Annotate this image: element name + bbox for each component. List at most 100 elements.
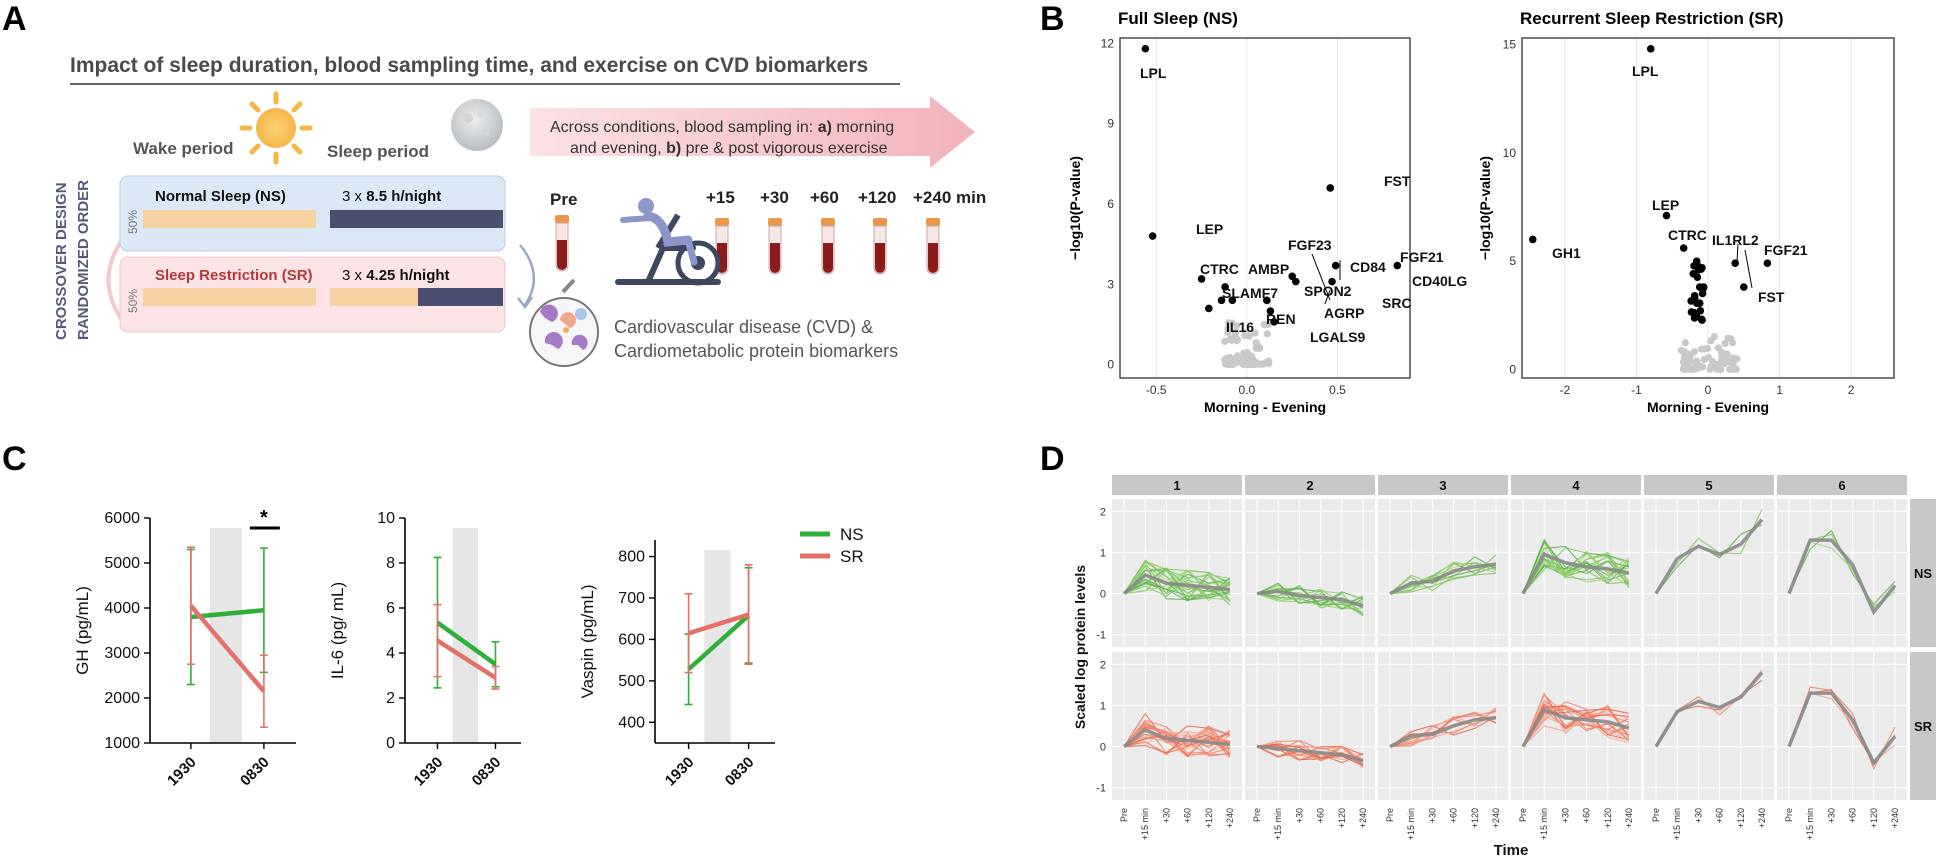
- y-axis-label: GH (pg/mL): [73, 586, 92, 675]
- protein-trace: [1522, 547, 1630, 594]
- x-tick-label: Pre: [1518, 808, 1528, 822]
- blood-tube-icon: [768, 218, 782, 275]
- y-axis-label: Scaled log protein levels: [1072, 565, 1088, 729]
- plot-title: Full Sleep (NS): [1118, 9, 1238, 28]
- panel-label-a: A: [2, 0, 27, 38]
- x-tick-label: 0830: [469, 754, 505, 790]
- x-tick-label: 1930: [411, 754, 447, 790]
- x-tick-label: +15 min: [1805, 808, 1815, 840]
- cluster-mean-line: [1256, 589, 1364, 608]
- protein-trace: [1123, 735, 1231, 757]
- x-tick-label: +60: [1582, 808, 1592, 823]
- y-tick-label: 1: [1100, 700, 1106, 712]
- x-tick-label: +240: [1890, 808, 1900, 828]
- x-tick-label: +60: [1715, 808, 1725, 823]
- sig-point: [1263, 296, 1271, 305]
- point-label: SLAMF7: [1222, 285, 1278, 301]
- sleep-period-label: Sleep period: [327, 142, 429, 161]
- plot-frame: [1521, 37, 1895, 379]
- cluster-mean-line: [1787, 691, 1897, 767]
- point-label: FST: [1758, 289, 1785, 305]
- sig-point: [1197, 275, 1206, 283]
- point-label: IL1RL2: [1712, 232, 1759, 248]
- sig-point: [1679, 244, 1688, 252]
- y-tick-label: 4: [386, 645, 395, 662]
- point-label: FGF23: [1288, 237, 1332, 253]
- facet-strip-label: 5: [1705, 478, 1712, 493]
- x-tick-label: 0.5: [1329, 383, 1346, 397]
- point-label: CD40LG: [1412, 273, 1467, 289]
- point-label: REN: [1266, 311, 1296, 327]
- cluster-mean-line: [1122, 728, 1231, 748]
- protein-trace: [1522, 693, 1630, 747]
- protein-trace: [1522, 708, 1630, 747]
- nonsig-point: [1221, 337, 1229, 346]
- facet-strip: [1112, 475, 1242, 495]
- legend-c: NS SR: [800, 525, 864, 566]
- timepoint-label: +120: [858, 188, 896, 207]
- blood-tubes: [555, 215, 940, 275]
- x-tick-label: 0830: [722, 754, 758, 790]
- y-tick-label: 700: [618, 590, 645, 607]
- y-tick-label: 9: [1107, 117, 1114, 131]
- facet-strip-label: 3: [1439, 478, 1446, 493]
- cvd-text-2: Cardiometabolic protein biomarkers: [614, 341, 898, 361]
- sr-label: Sleep Restriction (SR): [155, 267, 313, 284]
- nonsig-point: [1245, 332, 1253, 340]
- sig-point: [1763, 259, 1772, 268]
- point-label: CTRC: [1200, 261, 1239, 277]
- sig-point: [1148, 232, 1157, 240]
- sig-point: [1228, 296, 1237, 305]
- x-tick-label: 1930: [164, 754, 200, 790]
- nonsig-point: [1681, 339, 1690, 347]
- x-tick-label: +60: [1449, 808, 1459, 823]
- cluster-mean-line: [1654, 671, 1764, 748]
- nonsig-point: [1700, 355, 1708, 364]
- x-tick-label: Pre: [1119, 808, 1129, 822]
- x-tick-label: Pre: [1651, 808, 1661, 822]
- x-tick-label: -2: [1560, 383, 1571, 397]
- y-tick-label: 0: [1509, 362, 1516, 376]
- protein-trace: [1788, 686, 1896, 771]
- nonsig-point: [1233, 322, 1241, 330]
- crossover-arrow-left: [106, 238, 124, 322]
- exercise-bike-icon: [615, 198, 721, 286]
- cluster-mean-line: [1122, 573, 1231, 595]
- protein-trace: [1123, 726, 1231, 754]
- protein-trace: [1655, 509, 1763, 594]
- nonsig-point: [1231, 332, 1239, 340]
- protein-trace: [1389, 711, 1497, 748]
- ns-hours: 3 x 8.5 h/night: [342, 188, 441, 205]
- sig-point: [1662, 211, 1671, 220]
- sig-point: [1528, 235, 1537, 244]
- nonsig-point: [1690, 348, 1699, 356]
- x-tick-label: 0: [1705, 383, 1712, 397]
- y-tick-label: -1: [1096, 783, 1106, 795]
- sig-point: [1292, 277, 1300, 286]
- protein-trace: [1389, 710, 1497, 748]
- x-tick-label: +240: [1225, 808, 1235, 828]
- y-tick-label: 5: [1509, 254, 1516, 268]
- y-tick-label: 10: [377, 510, 395, 527]
- facet-panel: [1644, 499, 1774, 647]
- nonsig-point: [1693, 365, 1701, 373]
- y-axis-label: Vaspin (pg/mL): [578, 584, 597, 698]
- protein-trace: [1123, 729, 1231, 754]
- y-tick-label: 400: [618, 714, 645, 731]
- x-tick-label: +30: [1693, 808, 1703, 823]
- x-tick-label: +120: [1470, 808, 1480, 828]
- y-tick-label: -1: [1096, 630, 1106, 642]
- series-line-sr: [436, 638, 497, 680]
- x-tick-label: +30: [1294, 808, 1304, 823]
- ns-sleep-bar: [330, 210, 503, 228]
- leader-line: [1736, 243, 1739, 263]
- facet-strip: [1378, 475, 1508, 495]
- x-tick-label: +240: [1757, 808, 1767, 828]
- protein-trace: [1123, 568, 1231, 601]
- protein-trace: [1123, 736, 1231, 758]
- y-tick-label: 6000: [104, 510, 140, 527]
- nonsig-point: [1251, 329, 1259, 337]
- y-tick-label: 15: [1503, 37, 1517, 51]
- x-tick-label: +240: [1624, 808, 1634, 828]
- y-tick-label: 0: [1107, 358, 1114, 372]
